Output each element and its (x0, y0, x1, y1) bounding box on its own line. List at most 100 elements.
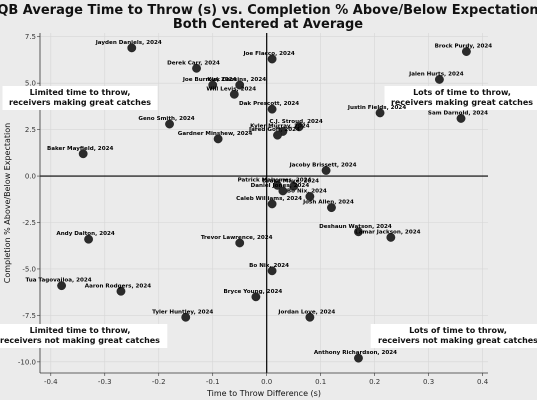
quadrant-label-text: receivers not making great catches (378, 336, 537, 345)
data-point-marker (267, 199, 277, 209)
data-point: Joe Flacco, 2024 (242, 51, 295, 64)
data-point-label: C.J. Stroud, 2024 (269, 119, 322, 125)
data-points: Jayden Daniels, 2024 Joe Flacco, 2024 Broc… (26, 40, 493, 363)
quadrant-label-top-left: Limited time to throw,receivers making g… (2, 86, 158, 110)
data-point: Bo Nix, 2024 (287, 188, 327, 201)
x-tick-label: 0.2 (369, 378, 380, 386)
data-point-label: Jared Goff, 2024 (248, 127, 300, 133)
data-point-marker (278, 186, 288, 196)
data-point-marker (321, 166, 331, 175)
data-point: Jalen Hurts, 2024 (408, 71, 464, 84)
data-point: Andy Dalton, 2024 (56, 231, 115, 244)
data-point-label: Jalen Hurts, 2024 (408, 71, 464, 77)
data-point: Patrick Mahomes, 2024 (238, 177, 312, 190)
data-point-label: Lamar Jackson, 2024 (355, 229, 420, 235)
data-point-marker (289, 181, 299, 191)
quadrant-label-text: Limited time to throw, (30, 326, 131, 335)
x-tick-label: -0.1 (206, 378, 220, 386)
data-point: Daniel Jones, 2024 (251, 183, 309, 196)
plot-area (40, 33, 488, 373)
data-point-marker (229, 89, 239, 99)
data-point-label: Jayden Daniels, 2024 (95, 40, 162, 46)
quadrant-label-box (2, 86, 158, 110)
data-point-label: Geno Smith, 2024 (138, 116, 194, 122)
quadrant-label-text: receivers making great catches (9, 98, 151, 107)
data-point-marker (267, 104, 277, 114)
data-point-label: Kyler Murray, 2024 (250, 123, 310, 129)
data-point: Tua Tagovailoa, 2024 (26, 278, 92, 291)
data-point-label: Josh Allen, 2024 (302, 200, 354, 206)
y-tick-label: 5.0 (25, 80, 36, 88)
data-point-label: Anthony Richardson, 2024 (314, 350, 397, 356)
quadrant-label-top-right: Lots of time to throw,receivers making g… (384, 86, 537, 110)
x-axis-label: Time to Throw Difference (s) (206, 389, 321, 398)
data-point-label: Sam Darnold, 2024 (428, 110, 488, 116)
data-point-marker (273, 180, 282, 190)
x-tick-label: 0.3 (423, 378, 434, 386)
data-point-label: Gardner Minshew, 2024 (178, 131, 253, 137)
data-point-marker (235, 238, 245, 248)
data-point: Lamar Jackson, 2024 (355, 229, 421, 242)
y-axis-label: Completion % Above/Below Expectation (3, 123, 12, 283)
data-point-marker (294, 122, 304, 132)
data-point-label: Baker Mayfield, 2024 (47, 146, 114, 152)
data-point-label: Justin Fields, 2024 (347, 105, 406, 111)
quadrant-label-bottom-right: Lots of time to throw,receivers not maki… (370, 324, 537, 348)
data-point-label: Bo Nix, 2024 (249, 263, 289, 269)
data-point-marker (435, 75, 444, 84)
data-point: Justin Fields, 2024 (347, 105, 406, 118)
data-point: Bryce Young, 2024 (224, 289, 283, 302)
data-point-marker (192, 63, 201, 73)
data-point-marker (267, 54, 277, 64)
data-point-label: Joe Burrow, 2024 (182, 77, 237, 83)
x-tick-label: 0.1 (315, 378, 326, 386)
chart-subtitle: Both Centered at Average (173, 17, 363, 32)
x-tick-label: 0.0 (261, 378, 272, 386)
data-point-label: Kirk Cousins, 2024 (207, 77, 266, 83)
y-tick-label: -2.5 (22, 219, 36, 227)
data-point-label: Jordan Love, 2024 (277, 309, 335, 315)
data-point-label: Tyler Huntley, 2024 (152, 309, 213, 315)
data-point-label: Brock Purdy, 2024 (435, 44, 493, 50)
data-point-marker (386, 232, 396, 242)
chart-title: QB Average Time to Throw (s) vs. Complet… (0, 3, 537, 18)
data-point-marker (127, 43, 137, 53)
data-point-marker (273, 130, 282, 140)
data-point: Caleb Williams, 2024 (236, 196, 302, 209)
data-point-marker (213, 134, 223, 144)
quadrant-label-text: Lots of time to throw, (413, 88, 511, 97)
data-point-marker (354, 353, 363, 363)
data-point-marker (354, 227, 363, 237)
data-point-marker (57, 281, 66, 291)
data-point: Jordan Love, 2024 (277, 309, 335, 322)
reference-lines (40, 33, 488, 373)
quadrant-label-text: receivers not making great catches (0, 336, 160, 345)
quadrant-label-text: Lots of time to throw, (409, 326, 507, 335)
x-tick-label: 0.4 (477, 378, 489, 386)
data-point-marker (327, 203, 336, 213)
data-point: Sam Darnold, 2024 (428, 110, 488, 123)
data-point-label: Andy Dalton, 2024 (56, 231, 114, 237)
data-point-label: Caleb Williams, 2024 (236, 196, 302, 202)
data-point: Joe Burrow, 2024 (182, 77, 237, 90)
data-point: Jayden Daniels, 2024 (95, 40, 162, 53)
data-point: Brock Purdy, 2024 (435, 44, 493, 56)
x-tick-labels: -0.4 -0.3 -0.2 -0.1 0.0 0.1 0.2 0.3 0.4 (44, 378, 489, 386)
data-point-marker (456, 114, 466, 123)
data-point: Bo Nix, 2024 (249, 263, 289, 276)
data-point-label: Jacoby Brissett, 2024 (289, 162, 357, 168)
x-tick-label: -0.4 (44, 378, 58, 386)
quadrant-label-box (384, 86, 537, 110)
data-point: Geno Smith, 2024 (138, 116, 195, 129)
data-point: Baker Mayfield, 2024 (47, 146, 114, 159)
data-point-label: Bryce Young, 2024 (224, 289, 283, 295)
data-point: Jared Goff, 2024 (248, 127, 300, 140)
data-point: Derek Carr, 2024 (167, 60, 220, 73)
data-point: Anthony Richardson, 2024 (314, 350, 397, 363)
data-point-marker (251, 292, 261, 302)
data-point: Deshaun Watson, 2024 (319, 224, 392, 237)
data-point: Tyler Huntley, 2024 (152, 309, 213, 322)
data-point-marker (181, 312, 191, 322)
x-tick-label: -0.2 (152, 378, 166, 386)
data-point: Gardner Minshew, 2024 (178, 131, 253, 144)
